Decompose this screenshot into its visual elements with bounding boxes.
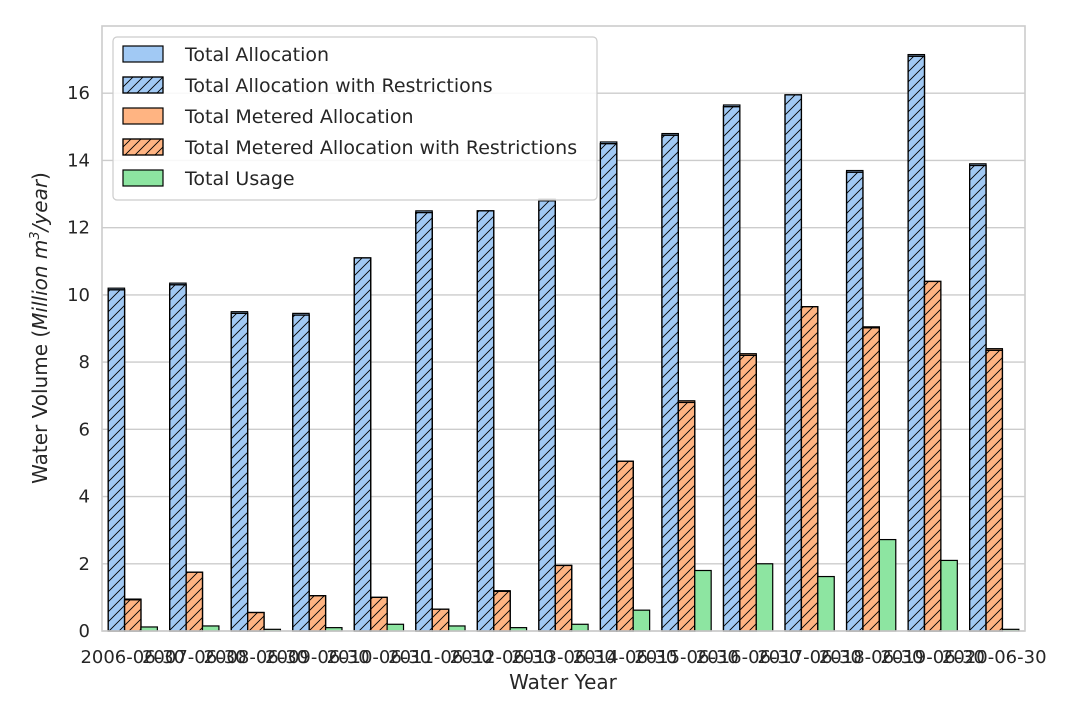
bar — [694, 569, 712, 632]
bar-hatch — [677, 401, 696, 632]
bar-hatch — [292, 314, 310, 632]
bar-hatch — [230, 312, 249, 632]
bar-hatch — [661, 134, 679, 632]
bar-hatch — [985, 349, 1004, 632]
x-axis-label: Water Year — [509, 670, 618, 694]
y-tick-label: 0 — [79, 621, 90, 642]
bar — [940, 559, 958, 632]
x-tick-label: 2010-06-30 — [327, 647, 432, 668]
x-tick-label: 2006-06-30 — [80, 647, 185, 668]
x-tick-label: 2011-06-30 — [388, 647, 493, 668]
bar — [878, 538, 897, 632]
legend-label: Total Metered Allocation with Restrictio… — [184, 137, 577, 159]
bar-hatch — [554, 564, 573, 632]
y-tick-labels: 0 2 4 6 8 10 12 14 16 — [67, 83, 90, 642]
bar-hatch — [923, 280, 942, 632]
legend-label: Total Allocation — [184, 44, 329, 66]
legend-swatch-hatch — [122, 138, 164, 156]
bar-hatch — [969, 164, 987, 632]
bar-hatch — [476, 210, 495, 632]
bar-hatch — [123, 599, 142, 632]
y-tick-label: 8 — [79, 352, 90, 373]
bar-hatch — [862, 327, 880, 632]
bar-hatch — [169, 284, 187, 632]
legend: Total Allocation Total Allocation with Re… — [112, 36, 598, 201]
x-tick-label: 2007-06-30 — [142, 647, 247, 668]
x-tick-label: 2019-06-30 — [880, 647, 985, 668]
bar — [817, 575, 835, 632]
bar-hatch — [107, 289, 126, 632]
y-tick-label: 14 — [67, 150, 90, 171]
bar-hatch — [353, 257, 372, 632]
bar-hatch — [907, 55, 926, 632]
legend-label: Total Usage — [184, 168, 295, 190]
bar-hatch — [599, 143, 618, 632]
bar-hatch — [845, 171, 864, 632]
bar-hatch — [538, 200, 556, 632]
legend-label: Total Metered Allocation — [184, 106, 413, 128]
bar-hatch — [247, 611, 265, 632]
bar-hatch — [739, 354, 757, 632]
legend-box — [112, 36, 598, 201]
x-tick-label: 2020-06-30 — [942, 647, 1047, 668]
legend-swatch — [122, 169, 164, 187]
bar — [755, 563, 774, 632]
y-axis-label-sup: 3 — [28, 231, 43, 239]
bar — [632, 609, 651, 632]
legend-label: Total Allocation with Restrictions — [184, 75, 493, 97]
bar-hatch — [800, 306, 819, 632]
x-tick-label: 2018-06-30 — [819, 647, 924, 668]
y-axis-label: Water Volume (Million m3/year) — [28, 172, 52, 484]
y-tick-label: 16 — [67, 83, 90, 104]
bar — [386, 623, 405, 632]
bar-hatch — [616, 460, 634, 632]
y-axis-label-italic-2: /year — [28, 178, 52, 233]
y-tick-label: 10 — [67, 285, 90, 306]
bar-hatch — [431, 608, 450, 632]
bar-hatch — [308, 595, 327, 632]
bar-hatch — [722, 106, 741, 632]
x-tick-label: 2008-06-30 — [204, 647, 309, 668]
bar — [571, 623, 589, 632]
bar-hatch — [370, 596, 388, 632]
x-tick-label: 2016-06-30 — [696, 647, 801, 668]
bar-hatch — [784, 94, 803, 632]
plot-frame — [101, 25, 1026, 632]
x-tick-label: 2012-06-30 — [450, 647, 555, 668]
legend-swatch — [122, 107, 164, 125]
x-tick-label: 2013-06-30 — [511, 647, 616, 668]
y-axis-label-suffix: ) — [28, 172, 52, 180]
y-tick-label: 6 — [79, 419, 90, 440]
x-tick-label: 2017-06-30 — [757, 647, 862, 668]
legend-swatch-hatch — [122, 76, 164, 94]
legend-swatch — [122, 45, 164, 63]
bar-hatch — [415, 211, 433, 632]
y-axis-label-prefix: Water Volume ( — [28, 330, 52, 484]
x-tick-label: 2014-06-30 — [573, 647, 678, 668]
y-axis-label-italic: Million m — [28, 240, 52, 330]
y-tick-label: 2 — [79, 554, 90, 575]
x-tick-label: 2009-06-30 — [265, 647, 370, 668]
bar-hatch — [493, 590, 511, 632]
x-tick-label: 2015-06-30 — [634, 647, 739, 668]
y-tick-label: 4 — [79, 487, 90, 508]
bar-hatch — [185, 571, 204, 632]
y-tick-label: 12 — [67, 218, 90, 239]
x-tick-labels: 2006-06-302007-06-302008-06-302009-06-30… — [80, 647, 1046, 668]
